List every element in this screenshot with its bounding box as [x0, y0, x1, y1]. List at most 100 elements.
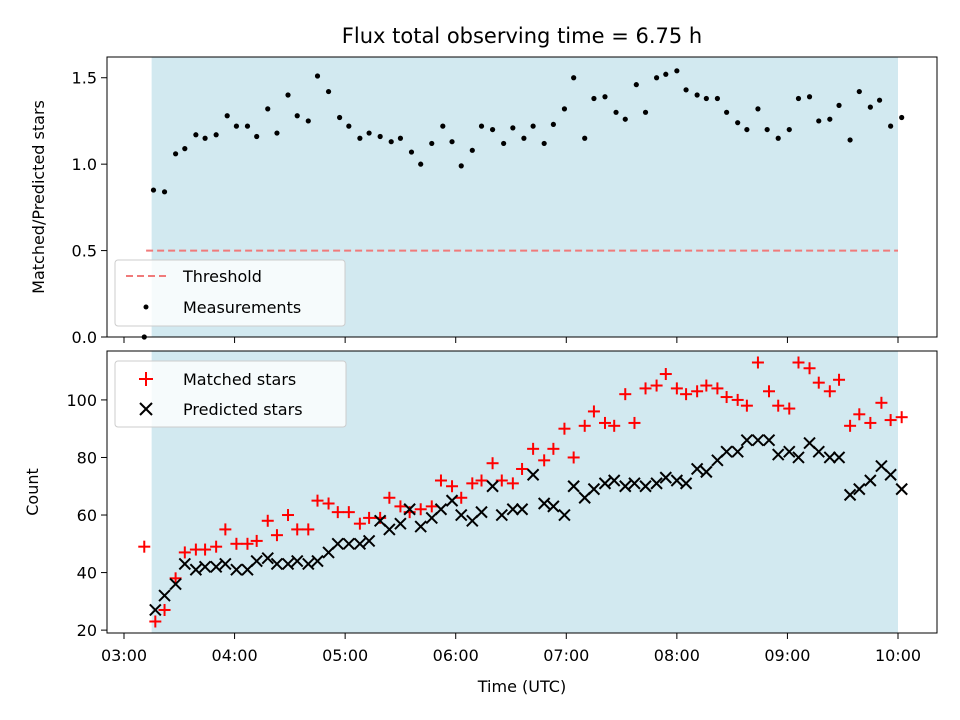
measurement-point: [755, 106, 761, 112]
bottom-panel: 20 40 60 80 100 03:00 04:00 05:00 06:00 07:00 08:…: [23, 350, 938, 696]
measurement-point: [501, 140, 507, 147]
measurement-point: [642, 109, 649, 115]
matched-star-marker: [567, 451, 580, 464]
measurement-point: [541, 140, 547, 147]
matched-star-marker: [740, 399, 753, 412]
predicted-star-marker: [587, 482, 601, 496]
matched-star-marker: [558, 422, 571, 435]
predicted-star-marker: [740, 433, 754, 447]
measurement-point: [856, 88, 862, 95]
measurement-point: [233, 123, 240, 129]
predicted-star-marker: [567, 480, 580, 493]
predicted-star-marker: [700, 465, 713, 479]
matched-star-marker: [659, 368, 672, 381]
top-y-ticks: 0.0 0.5 1.0 1.5: [72, 69, 107, 347]
measurement-point: [202, 135, 208, 141]
measurement-point: [305, 118, 311, 124]
legend-threshold: Threshold: [182, 267, 262, 286]
measurement-point: [213, 132, 219, 138]
predicted-star-marker: [475, 505, 488, 519]
top-legend-box: [114, 259, 346, 327]
measurement-point: [836, 102, 842, 108]
measurement-point: [418, 161, 424, 167]
matched-star-marker: [884, 414, 897, 427]
measurement-point: [521, 135, 527, 141]
matched-star-marker: [425, 500, 438, 513]
matched-star-marker: [763, 385, 775, 398]
predicted-star-marker: [414, 520, 427, 533]
measurement-legend-swatch: [143, 304, 149, 310]
predicted-star-marker: [486, 480, 499, 493]
matched-star-marker: [434, 474, 447, 487]
predicted-star-marker: [619, 480, 632, 493]
matched-star-marker: [199, 543, 212, 556]
predicted-star-marker: [353, 537, 367, 551]
predicted-star-marker: [149, 603, 162, 617]
y-tick-label: 0.0: [72, 328, 97, 347]
y-tick-label: 100: [66, 391, 97, 410]
measurement-point: [683, 87, 689, 93]
predicted-star-marker: [394, 517, 407, 530]
matched-star-marker: [547, 442, 560, 455]
y-tick-label: 1.0: [72, 155, 97, 174]
top-x-ticks: [123, 337, 899, 343]
predicted-star-marker: [515, 503, 529, 516]
measurement-point: [735, 120, 741, 126]
predicted-star-marker: [679, 477, 693, 490]
y-tick-label: 60: [77, 506, 97, 525]
measurement-point: [458, 163, 464, 169]
measurement-point: [325, 88, 332, 95]
predicted-star-marker: [219, 557, 232, 571]
measurement-point: [346, 123, 352, 129]
top-legend: Threshold Measurements: [114, 259, 346, 327]
predicted-star-marker: [558, 508, 571, 522]
measurement-point: [724, 109, 730, 115]
measurement-point: [429, 140, 435, 147]
predicted-star-marker: [291, 554, 304, 568]
measurement-point: [397, 135, 404, 141]
measurement-point: [795, 95, 802, 102]
measurement-point: [816, 118, 822, 124]
top-y-axis-label: Matched/Predicted stars: [29, 100, 48, 294]
matched-star-marker: [149, 615, 162, 628]
predicted-stars-points: [149, 433, 908, 617]
predicted-star-marker: [158, 589, 171, 602]
measurement-point: [314, 73, 321, 79]
predicted-star-marker: [864, 474, 877, 487]
matched-star-marker: [414, 503, 427, 516]
measurement-point: [254, 133, 260, 140]
predicted-star-marker: [250, 554, 263, 568]
predicted-star-marker: [537, 497, 551, 510]
matched-star-marker: [587, 405, 600, 418]
matched-star-marker: [282, 509, 295, 522]
matched-star-marker: [363, 511, 376, 524]
predicted-star-marker: [659, 471, 673, 484]
matched-star-marker: [853, 408, 866, 421]
matched-star-marker: [353, 517, 366, 530]
y-tick-label: 80: [77, 448, 97, 467]
measurement-point: [827, 116, 833, 122]
matched-star-marker: [158, 603, 171, 616]
measurement-point: [694, 92, 700, 98]
matched-star-marker: [751, 356, 764, 369]
measurement-point: [489, 126, 496, 133]
bottom-legend-box: [114, 360, 347, 428]
matched-star-marker: [608, 419, 621, 432]
predicted-star-marker: [832, 451, 846, 464]
measurement-point: [561, 106, 568, 112]
predicted-star-marker: [178, 557, 192, 571]
matched-star-marker: [322, 497, 335, 510]
predicted-star-marker: [169, 577, 182, 591]
y-tick-label: 1.5: [72, 69, 97, 88]
matched-star-marker: [803, 362, 816, 375]
predicted-star-marker: [198, 560, 212, 574]
measurement-point: [478, 123, 485, 129]
measurement-point: [408, 149, 415, 155]
x-tick-label: 04:00: [212, 646, 258, 665]
matched-star-marker: [475, 474, 488, 487]
predicted-star-marker: [670, 474, 684, 487]
predicted-star-marker: [270, 557, 284, 571]
y-tick-label: 40: [77, 564, 97, 583]
measurement-point: [622, 116, 628, 122]
